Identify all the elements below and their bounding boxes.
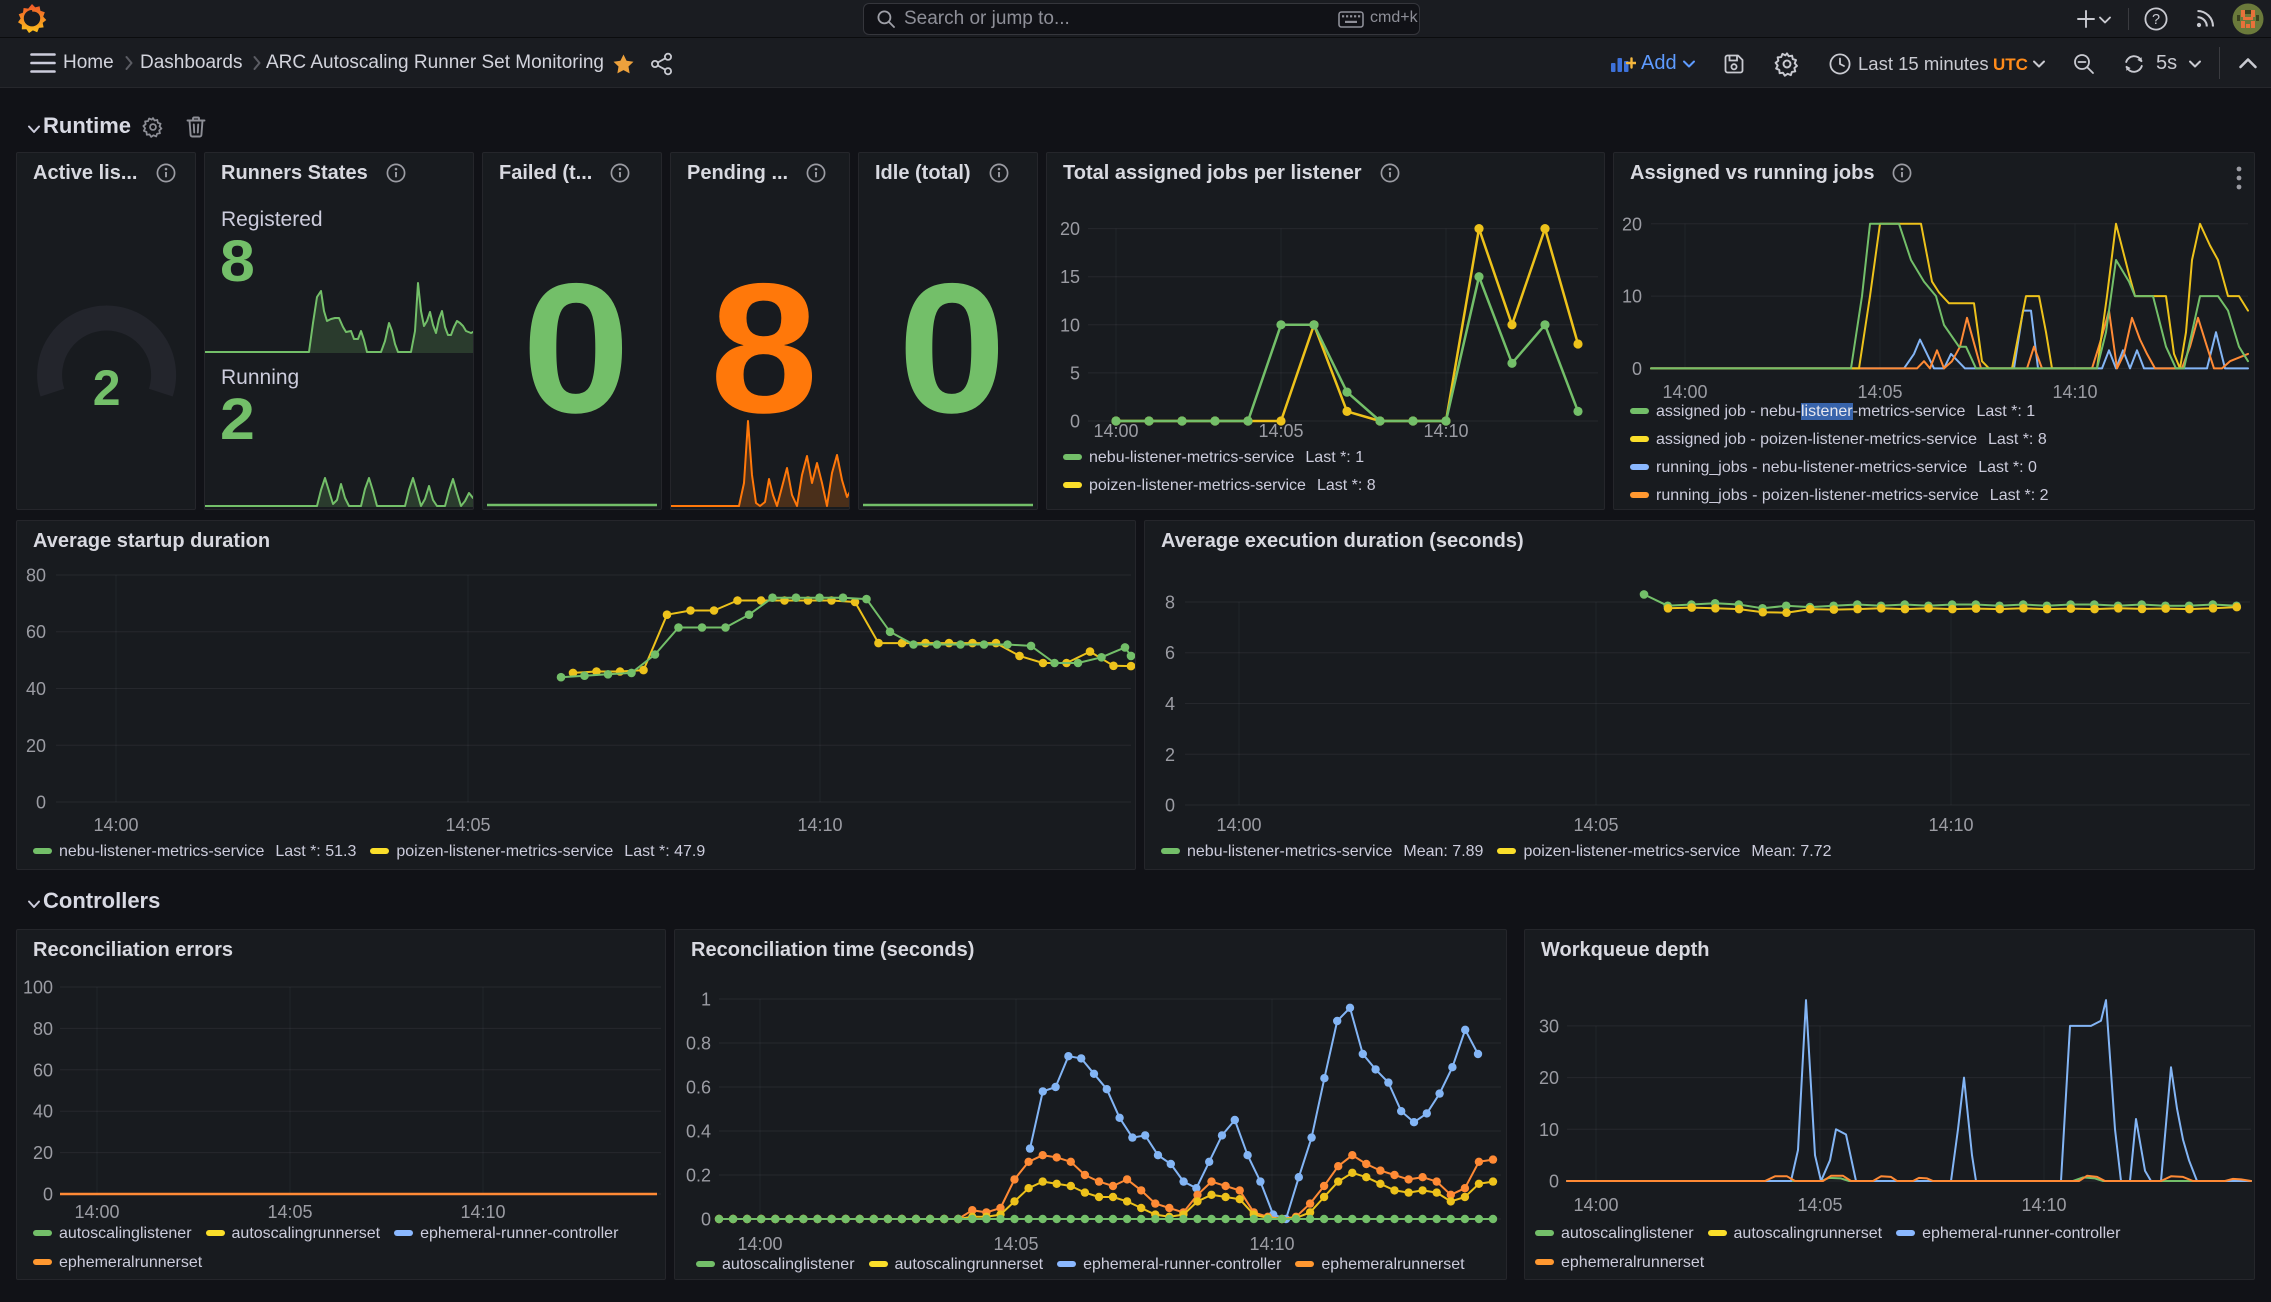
svg-text:100: 100	[23, 978, 53, 998]
svg-text:6: 6	[1165, 643, 1175, 663]
svg-text:0.8: 0.8	[686, 1034, 711, 1054]
svg-text:14:05: 14:05	[267, 1202, 312, 1222]
svg-text:14:05: 14:05	[1573, 815, 1618, 835]
svg-text:1: 1	[701, 990, 711, 1010]
svg-text:14:00: 14:00	[737, 1234, 782, 1254]
svg-text:14:00: 14:00	[1093, 421, 1138, 441]
svg-text:14:10: 14:10	[460, 1202, 505, 1222]
svg-text:0.2: 0.2	[686, 1166, 711, 1186]
svg-text:8: 8	[1165, 593, 1175, 613]
svg-text:0: 0	[1165, 796, 1175, 816]
svg-text:14:05: 14:05	[993, 1234, 1038, 1254]
svg-text:0.4: 0.4	[686, 1122, 711, 1142]
svg-text:10: 10	[1539, 1120, 1559, 1140]
svg-text:80: 80	[33, 1019, 53, 1039]
svg-text:14:10: 14:10	[1423, 421, 1468, 441]
svg-text:14:00: 14:00	[1662, 382, 1707, 402]
svg-text:30: 30	[1539, 1016, 1559, 1036]
svg-text:60: 60	[26, 622, 46, 642]
svg-text:15: 15	[1060, 267, 1080, 287]
svg-text:14:10: 14:10	[1249, 1234, 1294, 1254]
svg-text:14:05: 14:05	[1258, 421, 1303, 441]
svg-text:14:10: 14:10	[2021, 1195, 2066, 1215]
svg-text:60: 60	[33, 1060, 53, 1080]
svg-text:20: 20	[1539, 1068, 1559, 1088]
svg-text:0: 0	[1549, 1172, 1559, 1192]
svg-text:14:10: 14:10	[797, 815, 842, 835]
svg-text:0: 0	[701, 1210, 711, 1230]
svg-text:14:00: 14:00	[1216, 815, 1261, 835]
svg-text:?: ?	[2152, 12, 2160, 28]
svg-text:0: 0	[36, 793, 46, 813]
svg-text:4: 4	[1165, 694, 1175, 714]
svg-text:80: 80	[26, 566, 46, 586]
svg-text:10: 10	[1060, 315, 1080, 335]
svg-text:20: 20	[33, 1143, 53, 1163]
svg-text:2: 2	[93, 360, 121, 416]
svg-text:14:05: 14:05	[1797, 1195, 1842, 1215]
svg-text:20: 20	[1622, 214, 1642, 234]
svg-text:14:10: 14:10	[1928, 815, 1973, 835]
svg-text:10: 10	[1622, 287, 1642, 307]
svg-text:14:05: 14:05	[1857, 382, 1902, 402]
svg-text:0.6: 0.6	[686, 1078, 711, 1098]
svg-text:20: 20	[26, 736, 46, 756]
svg-text:0: 0	[1070, 412, 1080, 432]
svg-text:14:00: 14:00	[93, 815, 138, 835]
svg-text:40: 40	[33, 1102, 53, 1122]
svg-text:14:00: 14:00	[1573, 1195, 1618, 1215]
svg-text:2: 2	[1165, 745, 1175, 765]
svg-text:14:00: 14:00	[74, 1202, 119, 1222]
svg-text:0: 0	[43, 1185, 53, 1205]
svg-text:14:05: 14:05	[445, 815, 490, 835]
svg-text:40: 40	[26, 679, 46, 699]
svg-text:14:10: 14:10	[2052, 382, 2097, 402]
svg-text:20: 20	[1060, 219, 1080, 239]
svg-text:5: 5	[1070, 363, 1080, 383]
svg-text:0: 0	[1632, 359, 1642, 379]
